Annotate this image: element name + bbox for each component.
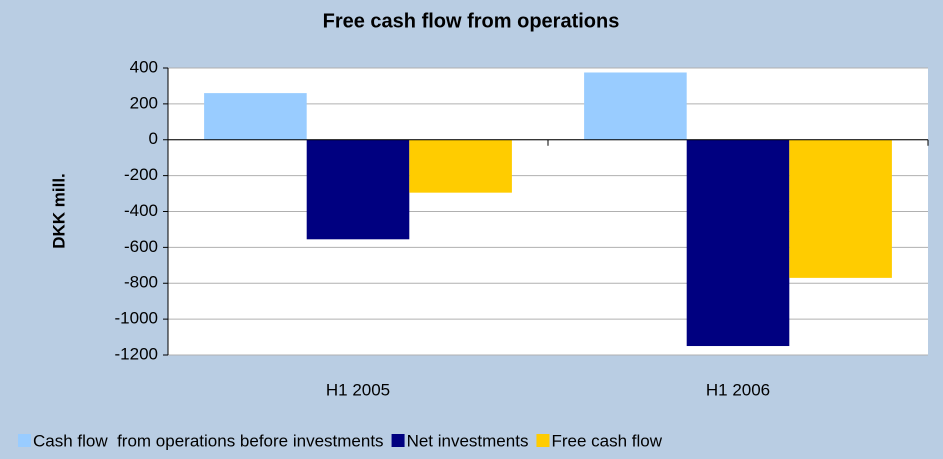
legend-label: Cash flow from operations before investm… (33, 431, 384, 450)
y-tick-label: -600 (124, 237, 158, 256)
y-tick-label: 400 (130, 57, 158, 76)
y-tick-label: -800 (124, 273, 158, 292)
x-tick-label: H1 2006 (706, 380, 770, 399)
legend-label: Free cash flow (551, 431, 662, 450)
y-axis-label: DKK mill. (49, 173, 68, 249)
bar (204, 93, 307, 140)
chart-title: Free cash flow from operations (323, 10, 620, 32)
bar (686, 139, 790, 347)
y-tick-label: -1200 (115, 344, 158, 363)
bar (789, 139, 892, 278)
bar (306, 139, 410, 240)
legend-swatch (536, 434, 550, 447)
y-tick-label: -200 (124, 165, 158, 184)
bar (409, 139, 512, 193)
y-tick-label: 0 (149, 129, 158, 148)
x-tick-label: H1 2005 (326, 380, 390, 399)
legend-swatch (391, 434, 405, 447)
y-tick-label: 200 (130, 93, 158, 112)
legend-label: Net investments (407, 431, 529, 450)
y-tick-label: -400 (124, 201, 158, 220)
legend-swatch (18, 434, 31, 447)
bar (584, 72, 687, 140)
y-tick-label: -1000 (115, 309, 158, 328)
